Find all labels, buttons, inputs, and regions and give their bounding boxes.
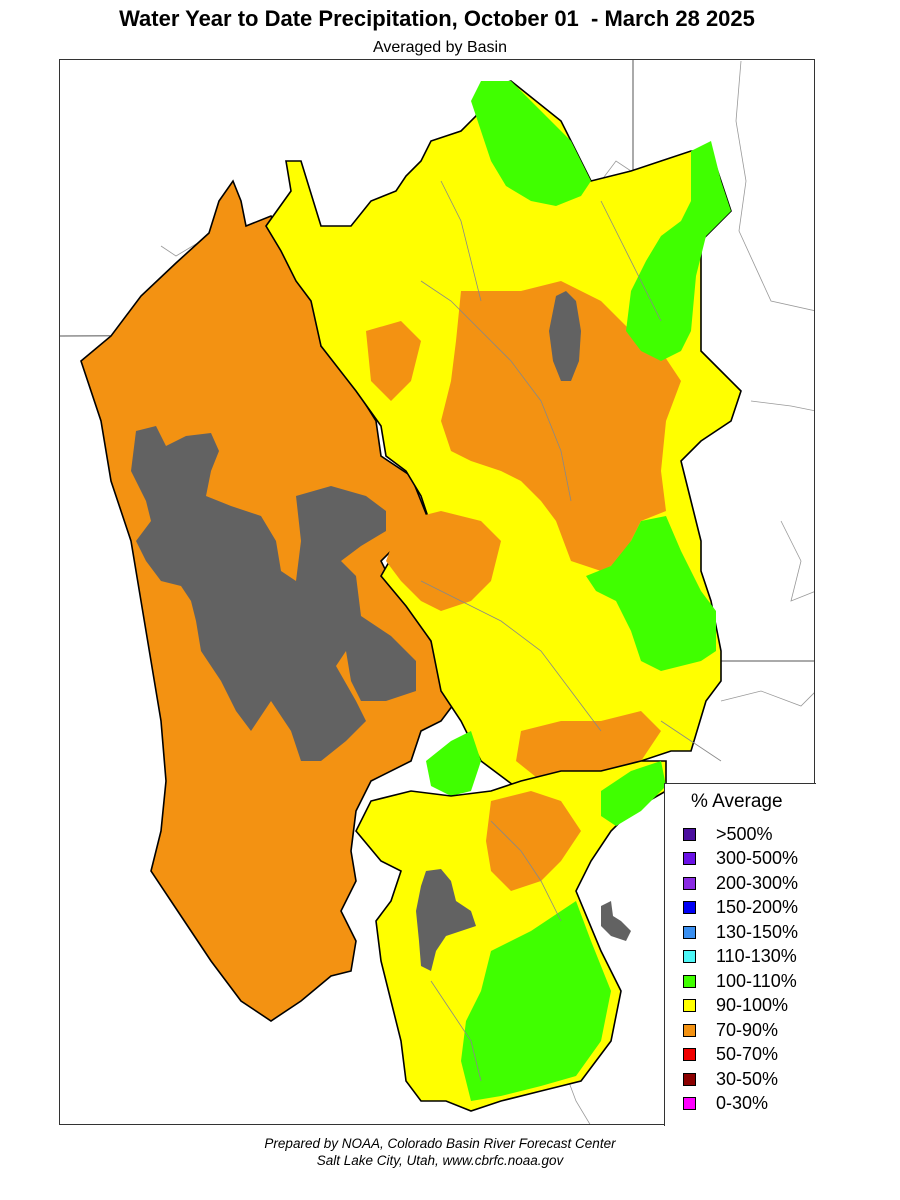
- legend-label: 90-100%: [716, 995, 789, 1016]
- legend-label: 130-150%: [716, 921, 799, 942]
- region-orange-lower: [516, 711, 661, 781]
- legend-swatch: [683, 925, 696, 939]
- legend-label: 70-90%: [716, 1019, 779, 1040]
- legend-item: 110-130%: [683, 945, 798, 970]
- legend-item: 130-150%: [683, 920, 798, 945]
- precipitation-map: [59, 59, 815, 1125]
- legend-swatch: [683, 1048, 696, 1062]
- map-canvas: [60, 60, 814, 1124]
- footer-location: Salt Lake City, Utah, www.cbrfc.noaa.gov: [316, 1153, 564, 1168]
- legend-label: 300-500%: [716, 848, 799, 869]
- legend-items: >500% 300-500% 200-300% 150-200% 130-150% 110…: [683, 822, 798, 1116]
- legend-label: 150-200%: [716, 897, 799, 918]
- legend-item: >500%: [683, 822, 798, 847]
- legend-item: 50-70%: [683, 1043, 798, 1068]
- legend-item: 300-500%: [683, 847, 798, 872]
- legend-item: 70-90%: [683, 1018, 798, 1043]
- region-orange-central: [441, 281, 681, 571]
- legend-swatch: [683, 999, 696, 1013]
- rivers: [420, 180, 722, 1082]
- legend-item: 0-30%: [683, 1092, 798, 1117]
- legend-swatch: [683, 1023, 696, 1037]
- legend-item: 30-50%: [683, 1067, 798, 1092]
- region-orange-lower-basin: [486, 791, 581, 891]
- legend-swatch: [683, 1097, 696, 1111]
- region-green-lower-east: [601, 761, 666, 826]
- legend-item: 90-100%: [683, 994, 798, 1019]
- map-title: Water Year to Date Precipitation, Octobe…: [119, 6, 755, 31]
- legend-label: 50-70%: [716, 1044, 779, 1065]
- footer-credit: Prepared by NOAA, Colorado Basin River F…: [264, 1136, 616, 1151]
- small-lake-southeast: [601, 901, 631, 941]
- flaming-gorge-lake: [549, 291, 581, 381]
- legend-label: 110-130%: [716, 946, 797, 967]
- legend-swatch: [683, 1072, 696, 1086]
- legend-swatch: [683, 852, 696, 866]
- region-orange-south-uinta: [386, 511, 501, 611]
- region-green-east-mid: [586, 516, 716, 671]
- legend-label: >500%: [716, 823, 773, 844]
- region-orange-west-slope: [366, 321, 421, 401]
- legend: % Average >500% 300-500% 200-300% 150-200% 1…: [664, 783, 816, 1126]
- region-green-north: [471, 81, 591, 206]
- legend-title: % Average: [691, 791, 783, 812]
- utah-lake: [416, 869, 476, 971]
- legend-item: 100-110%: [683, 969, 798, 994]
- region-green-southeast: [461, 901, 611, 1101]
- legend-label: 0-30%: [716, 1093, 769, 1114]
- legend-item: 200-300%: [683, 871, 798, 896]
- legend-item: 150-200%: [683, 896, 798, 921]
- legend-swatch: [683, 827, 696, 841]
- map-subtitle: Averaged by Basin: [372, 39, 507, 56]
- legend-swatch: [683, 950, 696, 964]
- legend-label: 100-110%: [716, 970, 797, 991]
- region-green-mid: [426, 731, 481, 796]
- legend-label: 30-50%: [716, 1068, 779, 1089]
- legend-swatch: [683, 876, 696, 890]
- legend-swatch: [683, 974, 696, 988]
- great-salt-lake: [131, 426, 416, 761]
- region-green-east-north: [626, 141, 731, 361]
- legend-label: 200-300%: [716, 872, 799, 893]
- legend-swatch: [683, 901, 696, 915]
